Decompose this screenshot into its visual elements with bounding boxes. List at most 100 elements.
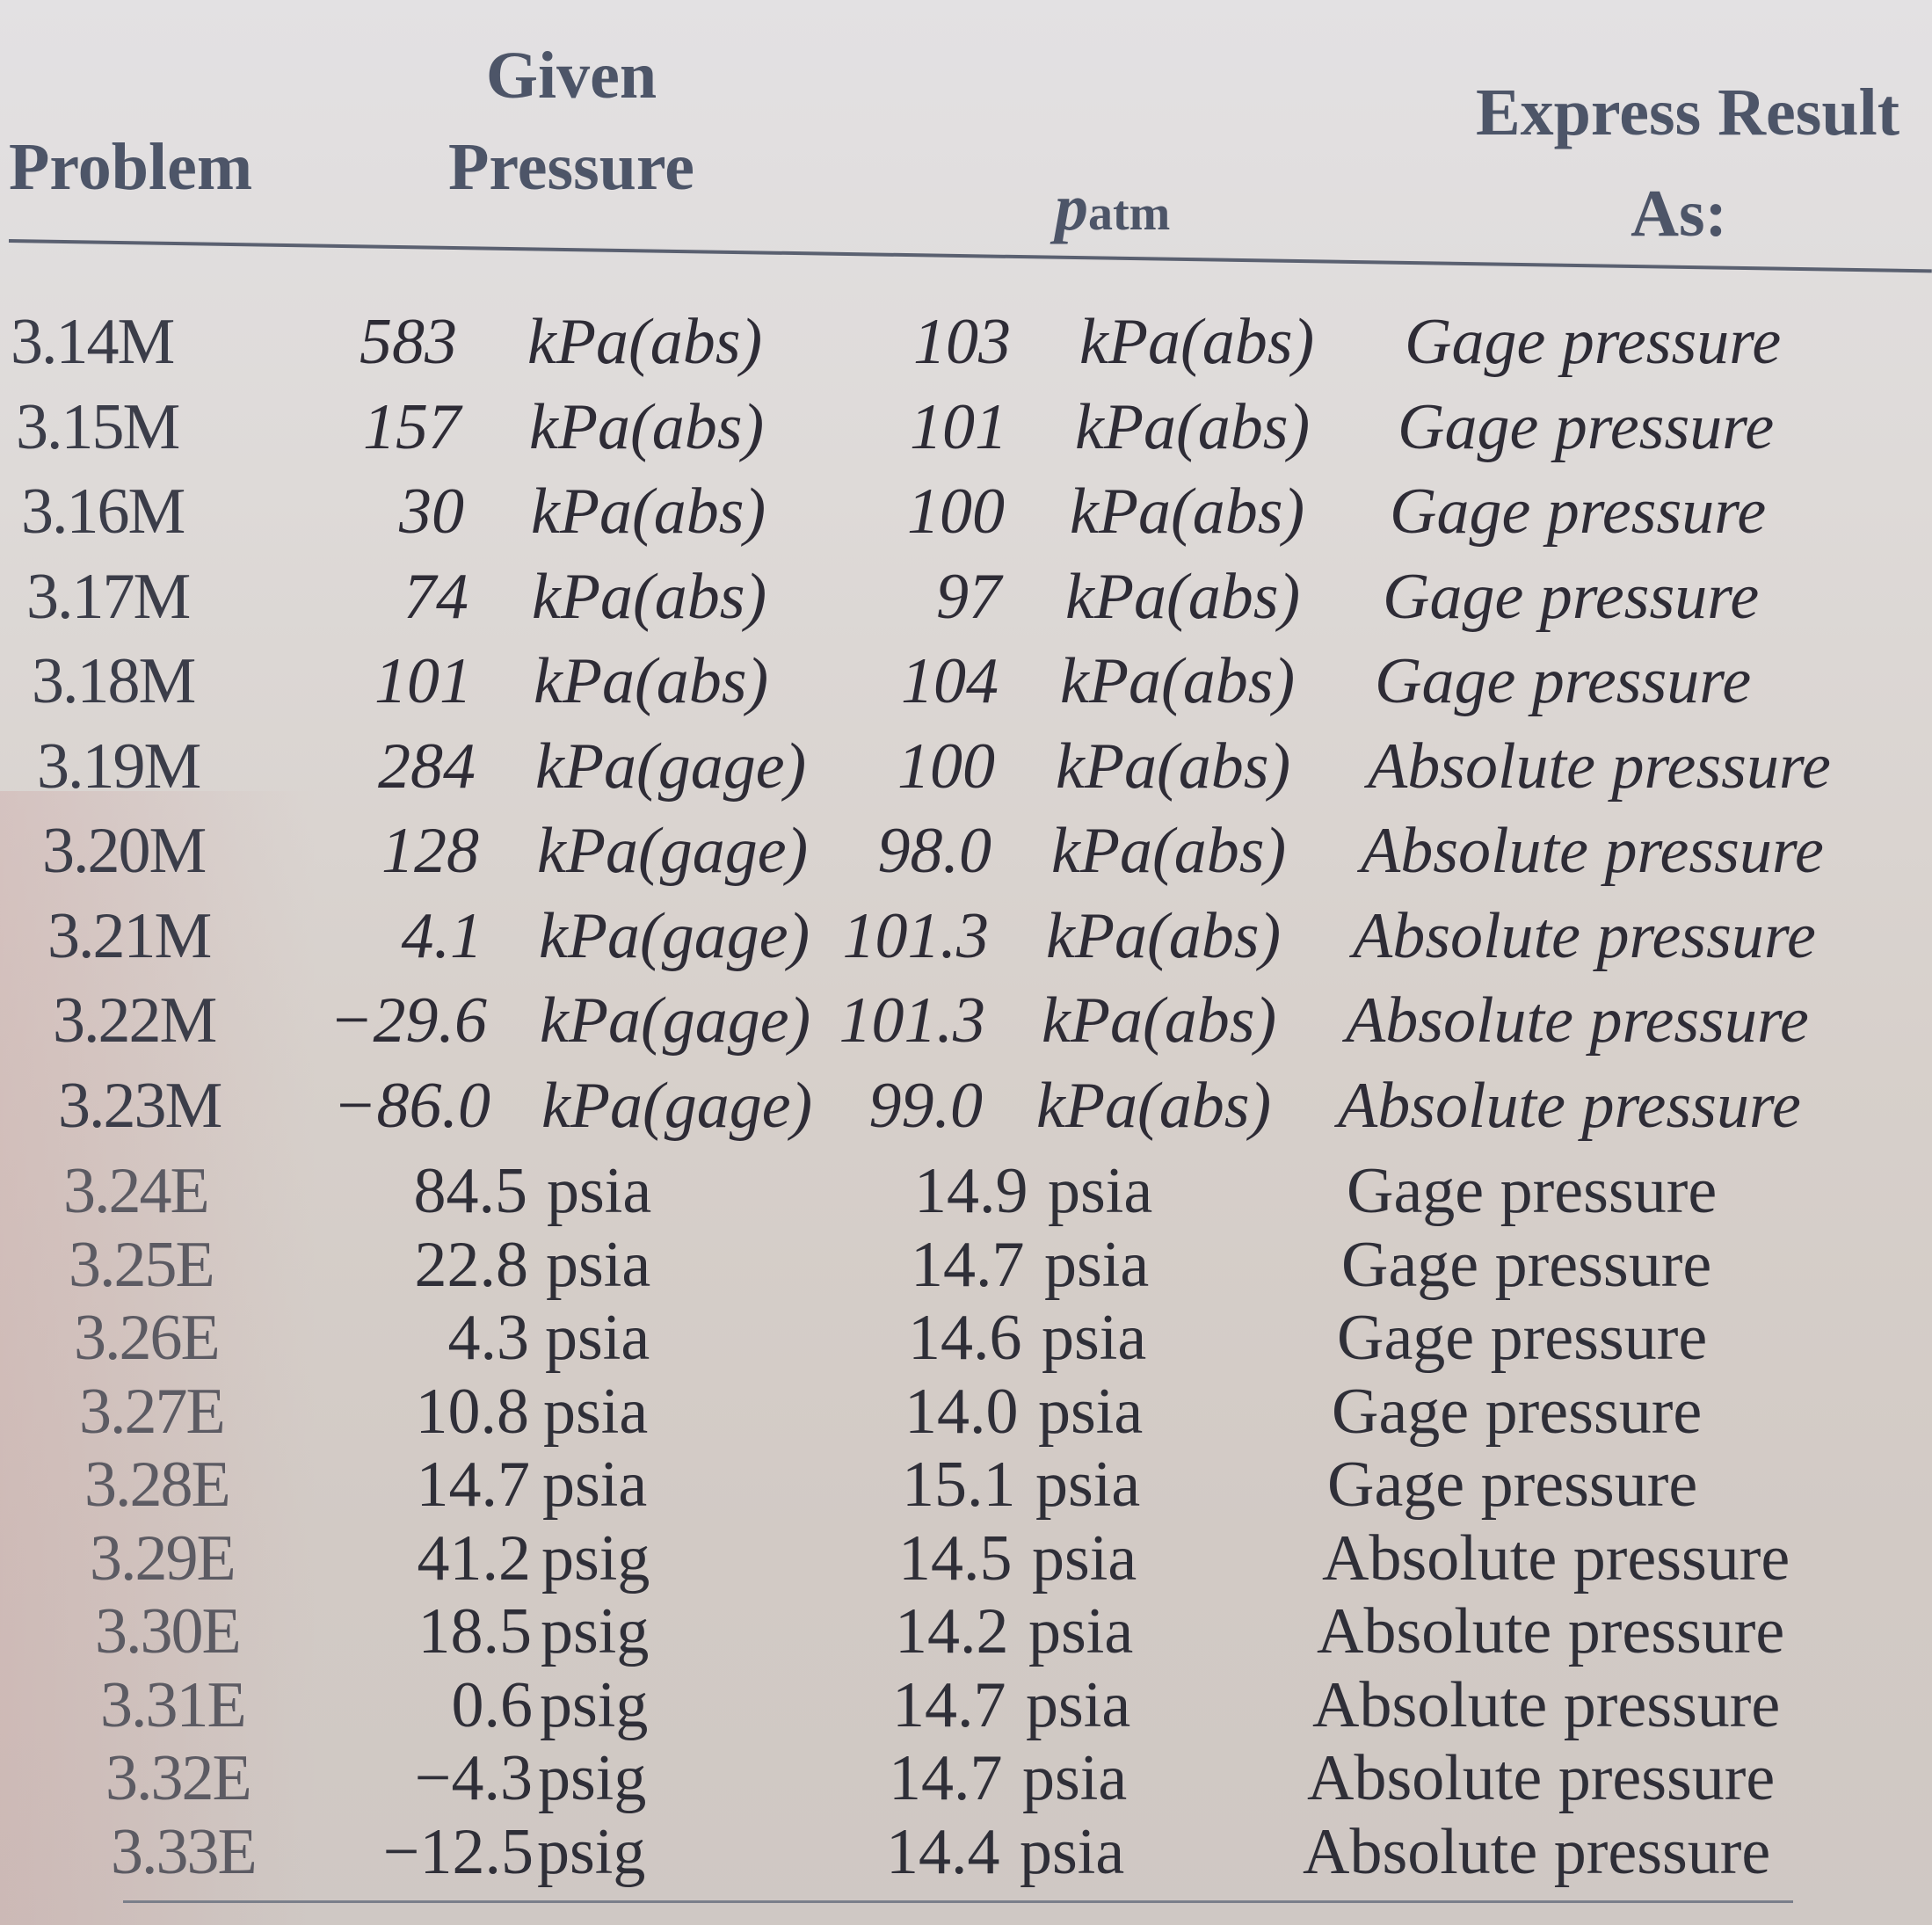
problem-number: 3.33E	[111, 1815, 258, 1888]
result-type: Gage pressure	[1327, 1449, 1698, 1521]
table-row: 3.33E −12.5 psig 14.4 psia Absolute pressure	[0, 1820, 1932, 1899]
patm-value: 14.6	[908, 1302, 1022, 1374]
patm-unit: psia	[1042, 1302, 1147, 1374]
header-problem: Problem	[9, 130, 253, 204]
table-row: 3.26E 4.3 psia 14.6 psia Gage pressure	[0, 1305, 1932, 1384]
problem-number: 3.22M	[53, 984, 217, 1057]
patm-value: 101.3	[842, 899, 990, 972]
given-value: 128	[381, 815, 479, 887]
table-row: 3.24E 84.5 psia 14.9 psia Gage pressure	[0, 1159, 1932, 1238]
problem-number: 3.25E	[69, 1228, 215, 1301]
patm-value: 99.0	[868, 1069, 984, 1142]
problem-number: 3.24E	[63, 1155, 210, 1227]
given-value: −86.0	[332, 1069, 490, 1142]
patm-unit: psia	[1032, 1522, 1137, 1594]
given-unit: kPa(gage)	[541, 1069, 813, 1142]
given-unit: psig	[537, 1815, 646, 1888]
table-row: 3.19M 284 kPa(gage) 100 kPa(abs) Absolute pre…	[0, 734, 1932, 813]
patm-value: 100	[897, 730, 995, 803]
given-unit: psia	[547, 1155, 652, 1227]
given-value: 4.1	[401, 899, 483, 972]
given-unit: psia	[542, 1449, 648, 1521]
patm-value: 14.9	[914, 1155, 1028, 1227]
table-row: 3.27E 10.8 psia 14.0 psia Gage pressure	[0, 1379, 1932, 1458]
problem-number: 3.21M	[47, 899, 212, 972]
problem-number: 3.29E	[90, 1522, 236, 1594]
given-unit: psia	[543, 1375, 649, 1448]
result-type: Gage pressure	[1398, 390, 1775, 463]
given-value: 18.5	[418, 1595, 533, 1667]
given-value: 22.8	[414, 1228, 529, 1301]
problem-number: 3.30E	[95, 1595, 242, 1667]
result-type: Absolute pressure	[1346, 984, 1809, 1057]
header-patm: patm	[1055, 174, 1170, 241]
result-type: Absolute pressure	[1312, 1668, 1781, 1741]
header-express-line1: Express Result	[1475, 76, 1900, 149]
problem-number: 3.28E	[84, 1449, 231, 1521]
patm-unit: kPa(abs)	[1070, 476, 1305, 548]
problem-number: 3.20M	[42, 815, 207, 887]
header-express-line2: As:	[1631, 177, 1727, 251]
given-value: 41.2	[417, 1522, 532, 1594]
table-row: 3.25E 22.8 psia 14.7 psia Gage pressure	[0, 1232, 1932, 1311]
patm-unit: kPa(abs)	[1060, 645, 1296, 717]
problem-number: 3.23M	[58, 1069, 222, 1142]
patm-unit: kPa(abs)	[1046, 899, 1282, 972]
given-value: 583	[360, 306, 457, 378]
result-type: Absolute pressure	[1317, 1595, 1785, 1667]
patm-value: 14.7	[892, 1668, 1006, 1741]
result-type: Gage pressure	[1347, 1155, 1718, 1227]
patm-value: 14.2	[895, 1595, 1009, 1667]
problem-number: 3.17M	[26, 560, 191, 633]
header-patm-p: p	[1055, 171, 1088, 244]
given-value: 14.7	[416, 1449, 531, 1521]
given-unit: kPa(abs)	[534, 645, 769, 717]
patm-value: 14.7	[911, 1228, 1025, 1301]
table-row: 3.31E 0.6 psig 14.7 psia Absolute pressure	[0, 1673, 1932, 1752]
given-unit: kPa(gage)	[535, 730, 807, 803]
result-type: Gage pressure	[1337, 1302, 1708, 1374]
patm-value: 104	[901, 645, 999, 717]
given-unit: kPa(abs)	[531, 476, 766, 548]
table-row: 3.30E 18.5 psig 14.2 psia Absolute pressure	[0, 1599, 1932, 1678]
table-row: 3.21M 4.1 kPa(gage) 101.3 kPa(abs) Absolute p…	[0, 904, 1932, 983]
result-type: Gage pressure	[1375, 645, 1752, 717]
result-type: Absolute pressure	[1361, 815, 1824, 887]
result-type: Gage pressure	[1390, 476, 1767, 548]
patm-unit: psia	[1035, 1449, 1141, 1521]
given-value: −4.3	[414, 1742, 533, 1814]
given-value: 0.6	[451, 1668, 534, 1741]
footer-rule	[123, 1900, 1793, 1903]
patm-unit: psia	[1020, 1815, 1125, 1888]
table-row: 3.23M −86.0 kPa(gage) 99.0 kPa(abs) Absolute …	[0, 1073, 1932, 1152]
given-unit: kPa(gage)	[539, 899, 810, 972]
result-type: Gage pressure	[1332, 1375, 1703, 1448]
patm-value: 15.1	[902, 1449, 1016, 1521]
patm-unit: psia	[1022, 1742, 1128, 1814]
patm-value: 97	[936, 560, 1001, 633]
patm-value: 14.0	[904, 1375, 1019, 1448]
table-row: 3.14M 583 kPa(abs) 103 kPa(abs) Gage pressure	[0, 309, 1932, 389]
given-value: −29.6	[329, 984, 487, 1057]
result-type: Absolute pressure	[1322, 1522, 1790, 1594]
result-type: Gage pressure	[1341, 1228, 1712, 1301]
patm-value: 101	[910, 390, 1007, 463]
header-given-line2: Pressure	[447, 130, 695, 204]
result-type: Absolute pressure	[1353, 899, 1816, 972]
given-value: 30	[399, 476, 464, 548]
patm-unit: psia	[1028, 1595, 1134, 1667]
table-row: 3.32E −4.3 psig 14.7 psia Absolute pressure	[0, 1746, 1932, 1825]
given-unit: kPa(abs)	[532, 560, 767, 633]
given-unit: psia	[545, 1302, 650, 1374]
patm-value: 100	[907, 476, 1005, 548]
given-unit: kPa(gage)	[540, 984, 811, 1057]
patm-value: 101.3	[839, 984, 986, 1057]
result-type: Gage pressure	[1405, 306, 1782, 378]
problem-number: 3.32E	[105, 1742, 252, 1814]
table-row: 3.17M 74 kPa(abs) 97 kPa(abs) Gage pressure	[0, 564, 1932, 643]
patm-unit: kPa(abs)	[1075, 390, 1311, 463]
table-row: 3.29E 41.2 psig 14.5 psia Absolute pressure	[0, 1526, 1932, 1605]
given-value: 10.8	[415, 1375, 530, 1448]
given-value: −12.5	[382, 1815, 534, 1888]
problem-number: 3.31E	[100, 1668, 247, 1741]
